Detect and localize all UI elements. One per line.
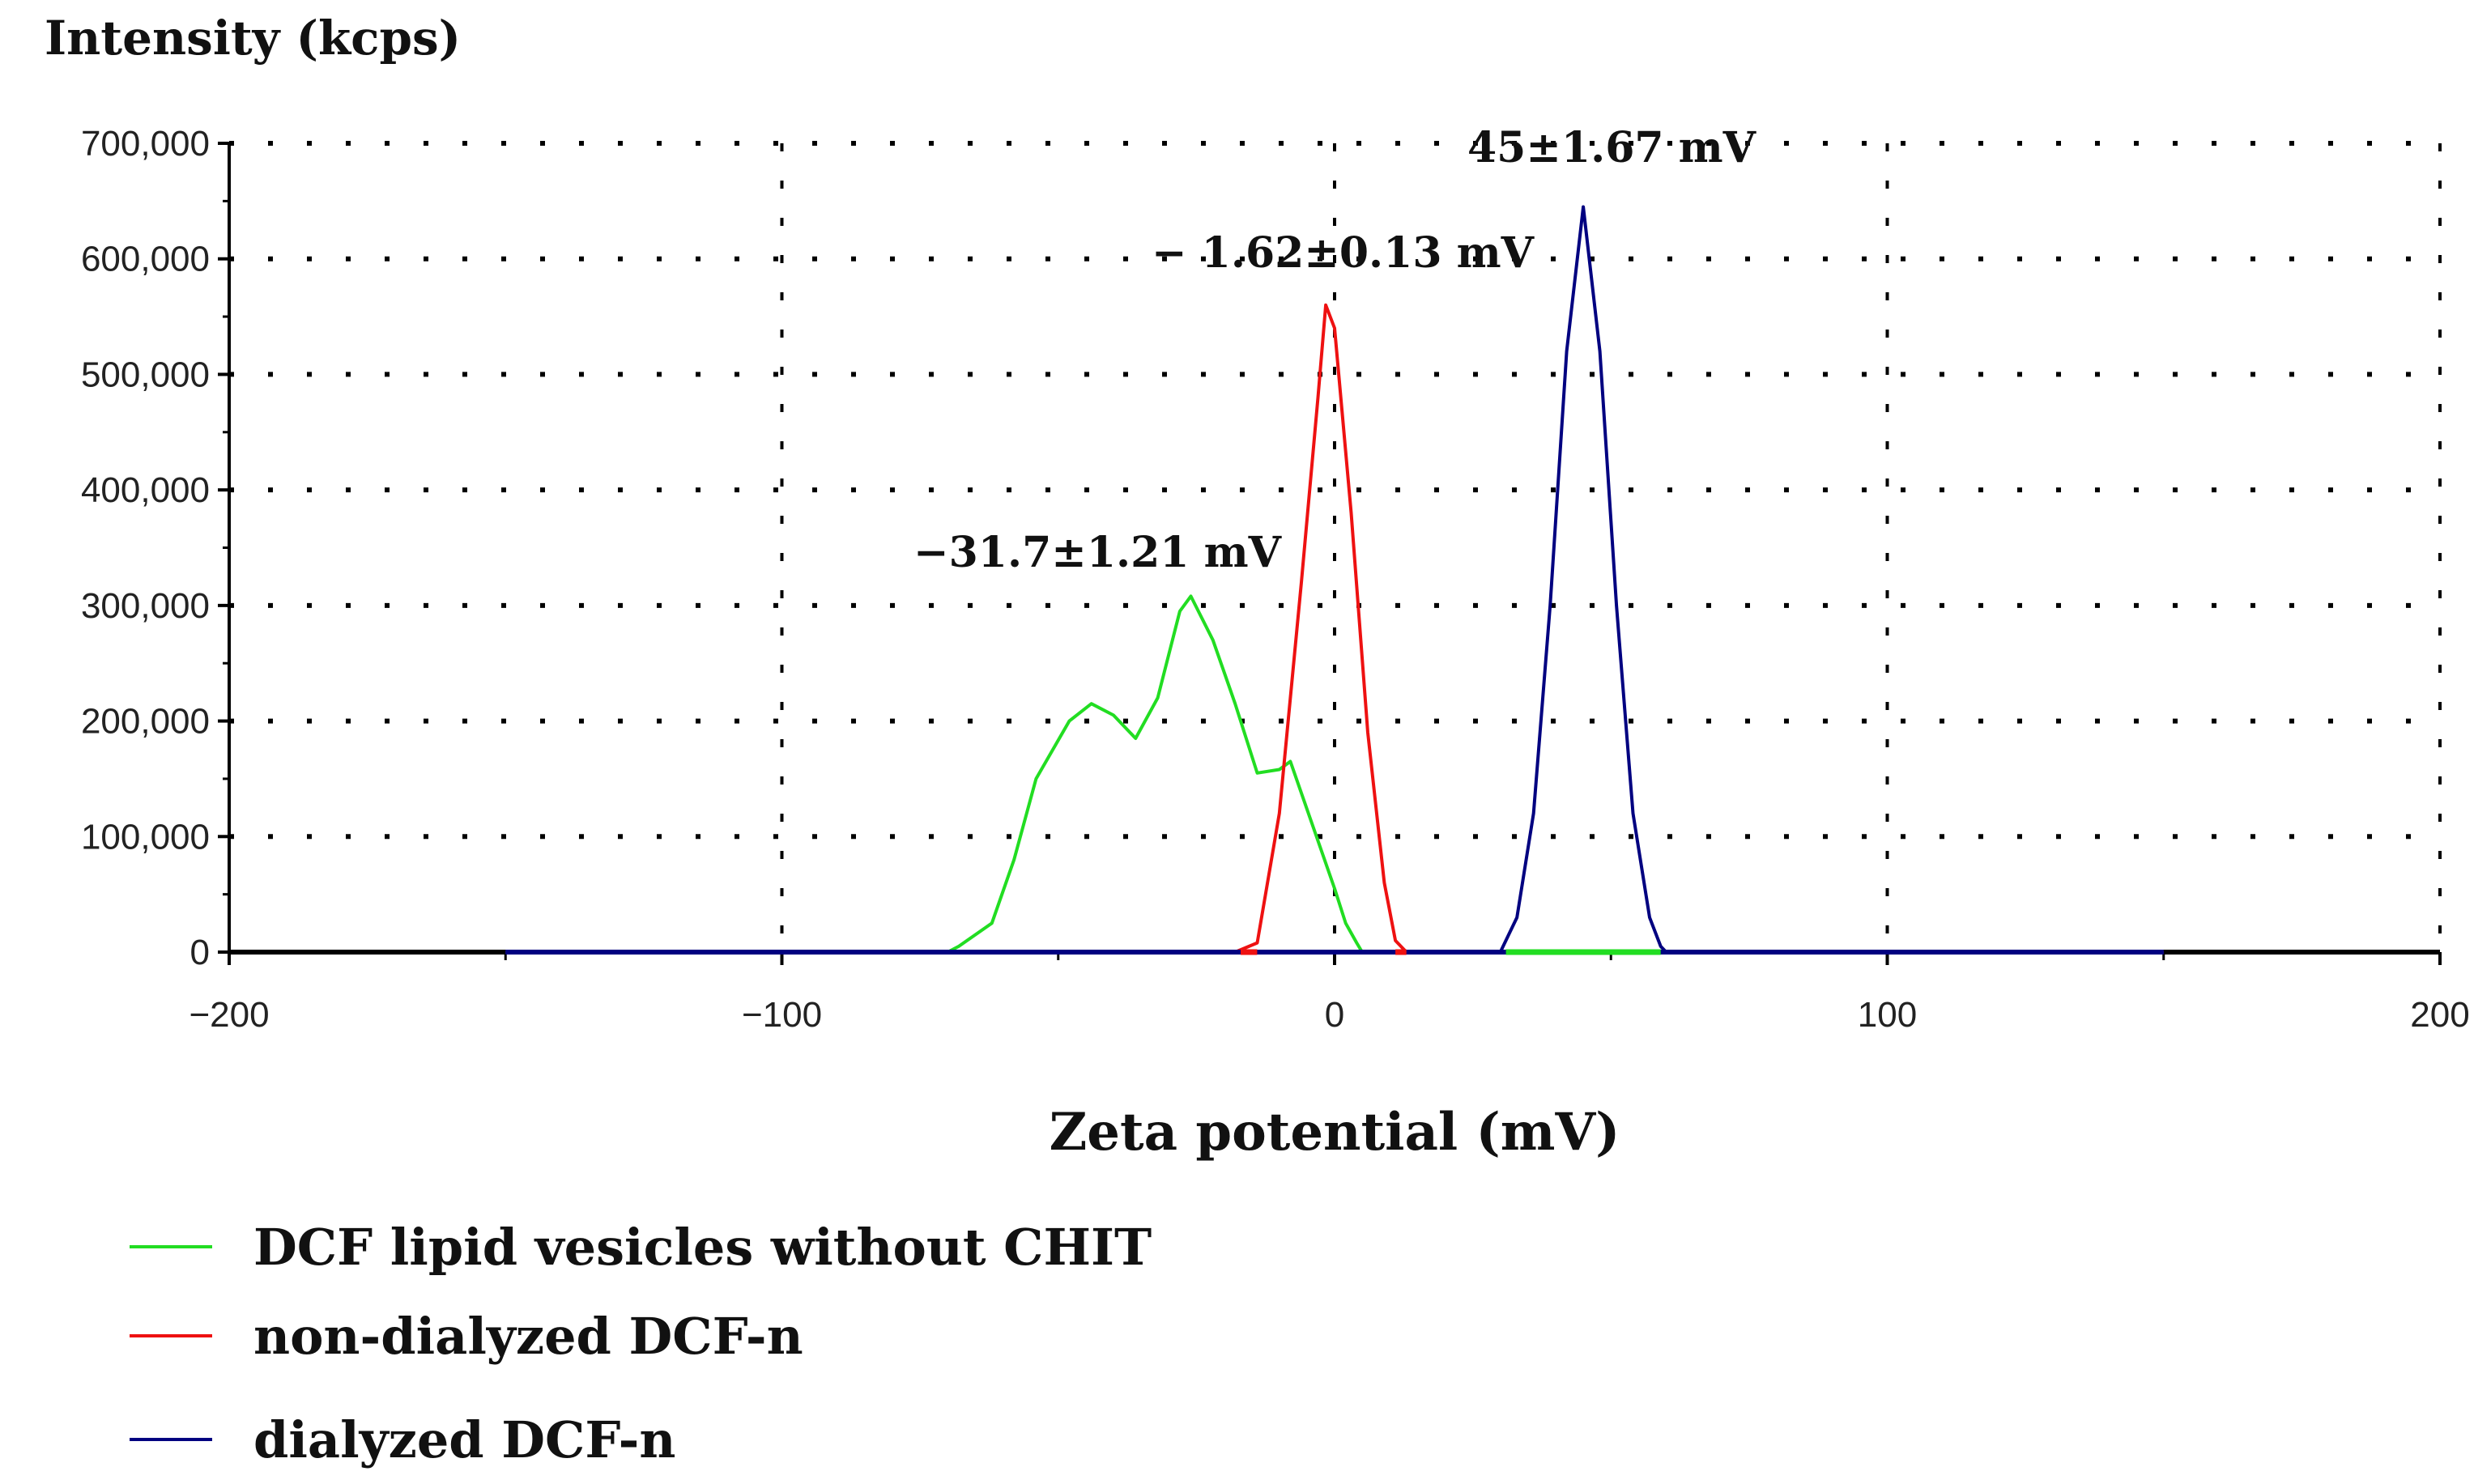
y-tick-label: 0 — [190, 933, 210, 972]
y-axis-title: Intensity (kcps) — [45, 11, 461, 66]
legend-label: DCF lipid vesicles without CHIT — [253, 1218, 1152, 1277]
y-tick-label: 700,000 — [81, 124, 210, 164]
annotation-label: 45±1.67 mV — [1467, 123, 1757, 172]
y-tick-label: 500,000 — [81, 355, 210, 394]
series-line-2 — [505, 303, 2164, 954]
series-line-1 — [505, 594, 2164, 954]
x-tick-label: 0 — [1325, 995, 1344, 1035]
legend-label: non-dialyzed DCF-n — [253, 1307, 803, 1366]
x-tick-label: 200 — [2410, 995, 2469, 1035]
x-tick-label: −200 — [189, 995, 269, 1035]
x-tick-label: −100 — [742, 995, 822, 1035]
legend: DCF lipid vesicles without CHIT non-dialy… — [130, 1218, 1152, 1469]
y-tick-label: 200,000 — [81, 702, 210, 742]
y-tick-label: 300,000 — [81, 586, 210, 626]
data-series — [505, 205, 2164, 955]
annotations: −31.7±1.21 mV − 1.62±0.13 mV 45±1.67 mV — [913, 123, 1757, 577]
y-tick-label: 100,000 — [81, 817, 210, 857]
axis-labels: 0 100,000 200,000 300,000 400,000 500,000 600,… — [45, 11, 2470, 1163]
annotation-label: −31.7±1.21 mV — [913, 528, 1283, 577]
x-tick-label: 100 — [1858, 995, 1917, 1035]
series-line-3 — [505, 205, 2164, 954]
y-tick-label: 600,000 — [81, 240, 210, 279]
x-axis-title: Zeta potential (mV) — [1050, 1102, 1620, 1163]
legend-label: dialyzed DCF-n — [253, 1410, 675, 1469]
annotation-label: − 1.62±0.13 mV — [1152, 228, 1535, 278]
y-tick-label: 400,000 — [81, 470, 210, 510]
grid-lines — [229, 141, 2442, 952]
